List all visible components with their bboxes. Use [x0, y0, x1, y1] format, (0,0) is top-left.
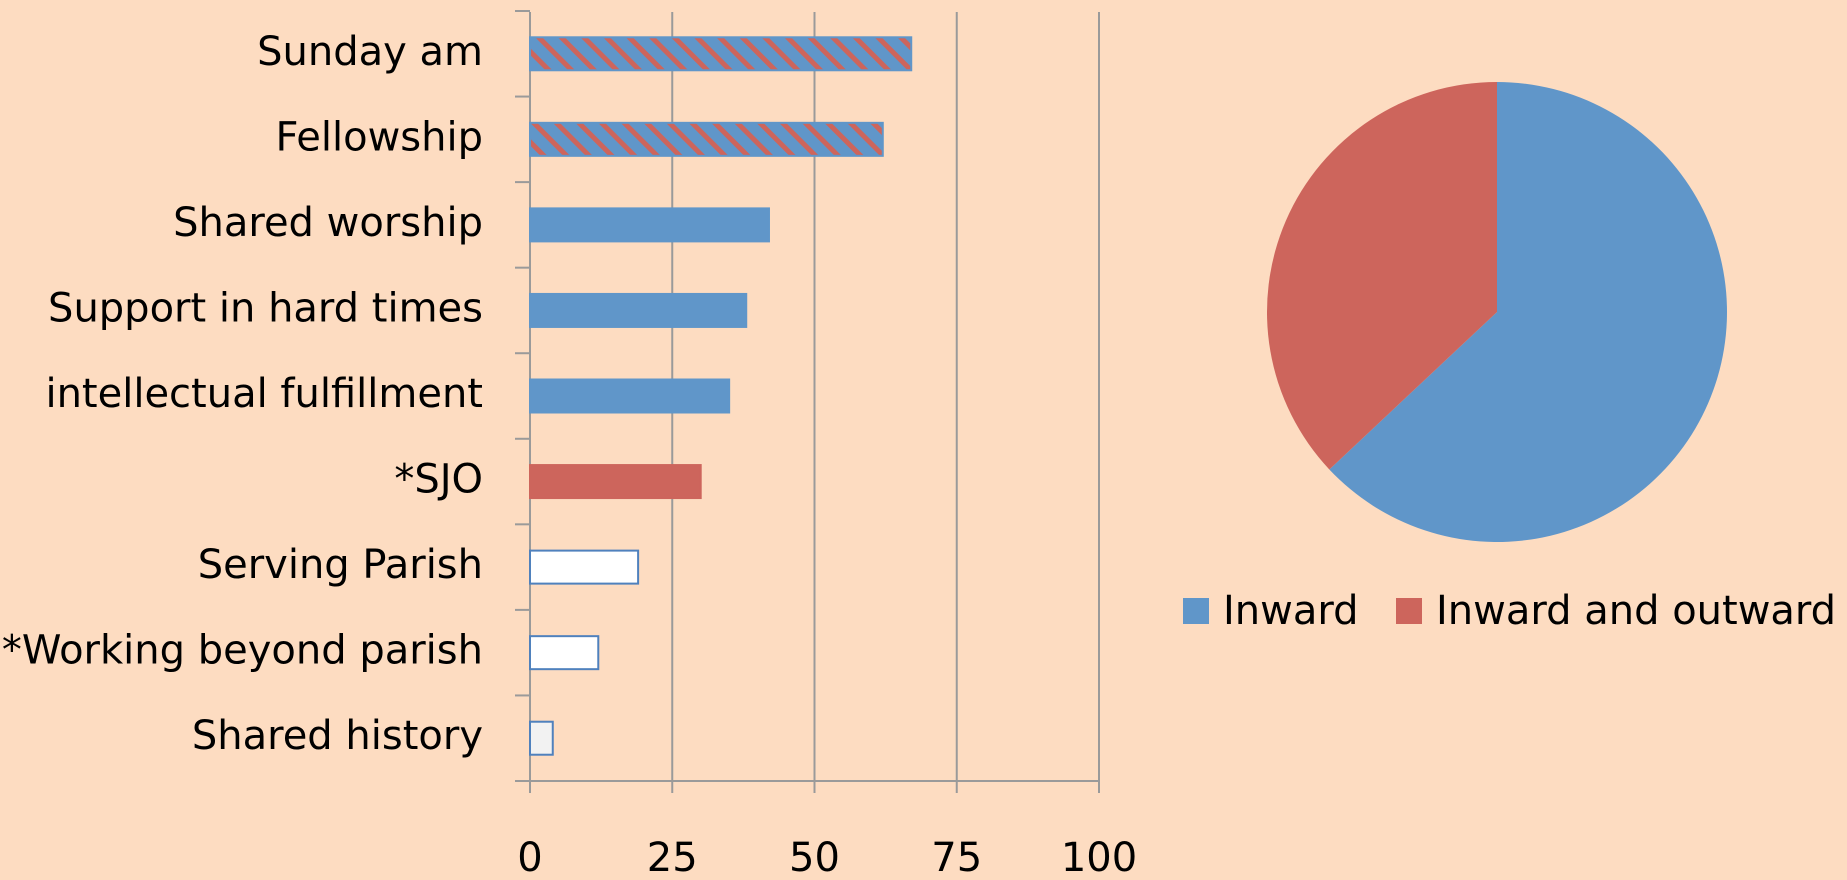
- category-label: *Working beyond parish: [2, 628, 483, 674]
- bar: [529, 207, 770, 243]
- category-label: *SJO: [394, 457, 483, 503]
- bar: [529, 720, 554, 756]
- x-tick-label: 100: [1061, 835, 1137, 880]
- category-label: Sunday am: [257, 29, 483, 75]
- x-tick-label: 0: [517, 835, 542, 880]
- category-label: Fellowship: [275, 114, 483, 160]
- category-label: intellectual fulfillment: [45, 371, 483, 417]
- legend-label: Inward: [1223, 588, 1359, 634]
- pie-slice: [1266, 82, 1497, 470]
- category-label: Shared worship: [173, 200, 483, 246]
- category-label: Serving Parish: [198, 542, 483, 588]
- bar: [529, 121, 884, 157]
- bar: [529, 464, 702, 500]
- bar: [529, 378, 731, 414]
- legend-label: Inward and outward: [1436, 588, 1836, 634]
- legend-swatch: [1396, 598, 1422, 624]
- x-tick-label: 50: [789, 835, 840, 880]
- x-tick-label: 75: [931, 835, 982, 880]
- category-label: Shared history: [192, 713, 483, 759]
- pie-slice: [1329, 82, 1727, 542]
- legend-swatch: [1183, 598, 1209, 624]
- bar: [529, 292, 748, 328]
- bar: [529, 36, 913, 72]
- x-tick-label: 25: [647, 835, 698, 880]
- category-label: Support in hard times: [48, 285, 483, 331]
- bar: [529, 549, 640, 585]
- bar: [529, 635, 600, 671]
